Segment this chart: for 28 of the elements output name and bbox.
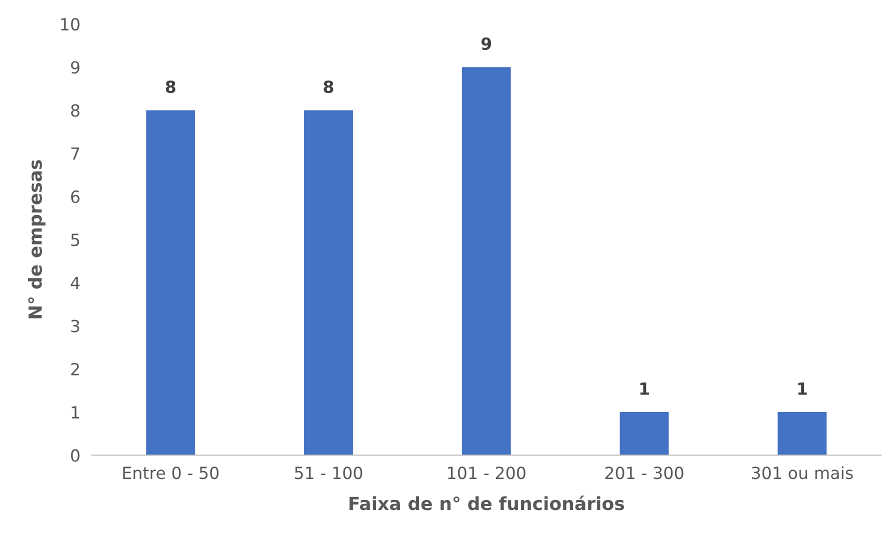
y-tick-label: 2 — [71, 362, 79, 376]
bar — [146, 110, 196, 456]
y-tick-label: 1 — [72, 406, 80, 418]
y-tick-label: 10 — [61, 18, 80, 31]
x-tick-label: 301 ou mais — [752, 466, 853, 480]
x-tick-label: 101 - 200 — [448, 466, 526, 480]
data-label: 9 — [481, 37, 492, 50]
x-tick-label: Entre 0 - 50 — [123, 466, 219, 480]
data-label: 1 — [640, 382, 649, 395]
data-label: 8 — [324, 80, 334, 94]
x-tick-label: 201 - 300 — [605, 466, 684, 480]
y-tick-label: 5 — [71, 234, 80, 246]
x-tick-label: 51 - 100 — [294, 466, 362, 480]
bar — [304, 110, 353, 456]
data-label: 8 — [166, 80, 176, 94]
data-label: 1 — [798, 382, 807, 395]
y-tick-label: 0 — [71, 449, 80, 462]
y-tick-label: 6 — [71, 190, 80, 204]
bar — [778, 412, 827, 456]
y-tick-label: 9 — [71, 61, 80, 74]
bar — [462, 67, 511, 456]
y-axis-title: N° de empresas — [28, 160, 46, 318]
x-axis-title: Faixa de n° de funcionários — [350, 496, 624, 510]
y-tick-label: 8 — [71, 104, 80, 117]
y-tick-label: 7 — [71, 148, 80, 160]
bar — [620, 412, 669, 456]
y-tick-label: 4 — [70, 276, 80, 290]
y-tick-label: 3 — [71, 320, 80, 332]
